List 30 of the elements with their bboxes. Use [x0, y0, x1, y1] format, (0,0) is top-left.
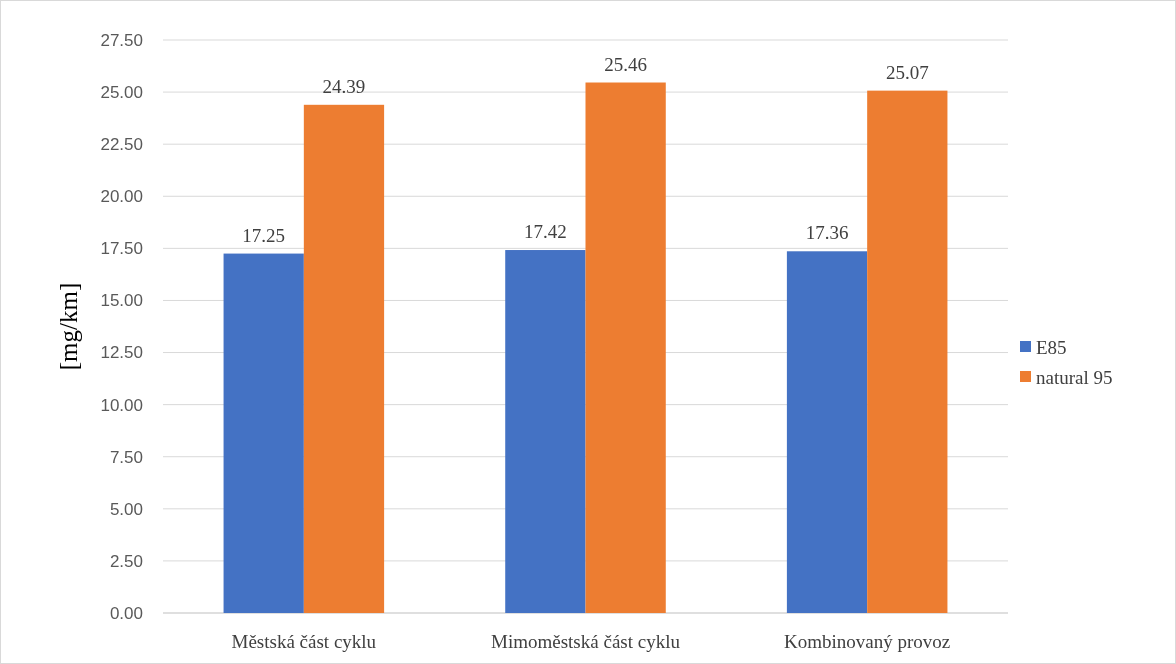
bar — [223, 253, 304, 613]
bar — [867, 90, 948, 613]
bar — [786, 251, 868, 613]
y-tick-label: 5.00 — [109, 499, 143, 519]
legend-label: natural 95 — [1036, 366, 1113, 388]
y-tick-label: 0.00 — [109, 603, 143, 623]
data-label: 17.42 — [523, 221, 567, 243]
y-tick-label: 22.50 — [100, 135, 143, 155]
legend-label: E85 — [1036, 336, 1067, 358]
data-label: 24.39 — [322, 75, 366, 97]
y-tick-label: 7.50 — [109, 447, 143, 467]
bar — [585, 82, 666, 613]
data-label: 25.07 — [885, 61, 929, 83]
y-tick-label: 12.50 — [100, 343, 143, 363]
x-tick-label: Kombinovaný provoz — [784, 631, 951, 652]
x-tick-label: Městská část cyklu — [231, 631, 377, 652]
y-tick-label: 27.50 — [100, 30, 143, 50]
data-label: 17.36 — [805, 222, 849, 244]
y-tick-label: 2.50 — [109, 551, 143, 571]
data-label: 25.46 — [604, 53, 648, 75]
y-tick-label: 17.50 — [100, 239, 143, 259]
bar — [303, 104, 385, 613]
y-tick-label: 20.00 — [100, 187, 143, 207]
y-tick-label: 15.00 — [100, 291, 143, 311]
y-tick-label: 25.00 — [100, 83, 143, 103]
x-tick-label: Mimoměstská část cyklu — [491, 631, 681, 652]
data-label: 17.25 — [242, 224, 286, 246]
y-tick-label: 10.00 — [100, 395, 143, 415]
y-axis-title: [mg/km] — [54, 282, 82, 371]
bar — [505, 250, 586, 613]
